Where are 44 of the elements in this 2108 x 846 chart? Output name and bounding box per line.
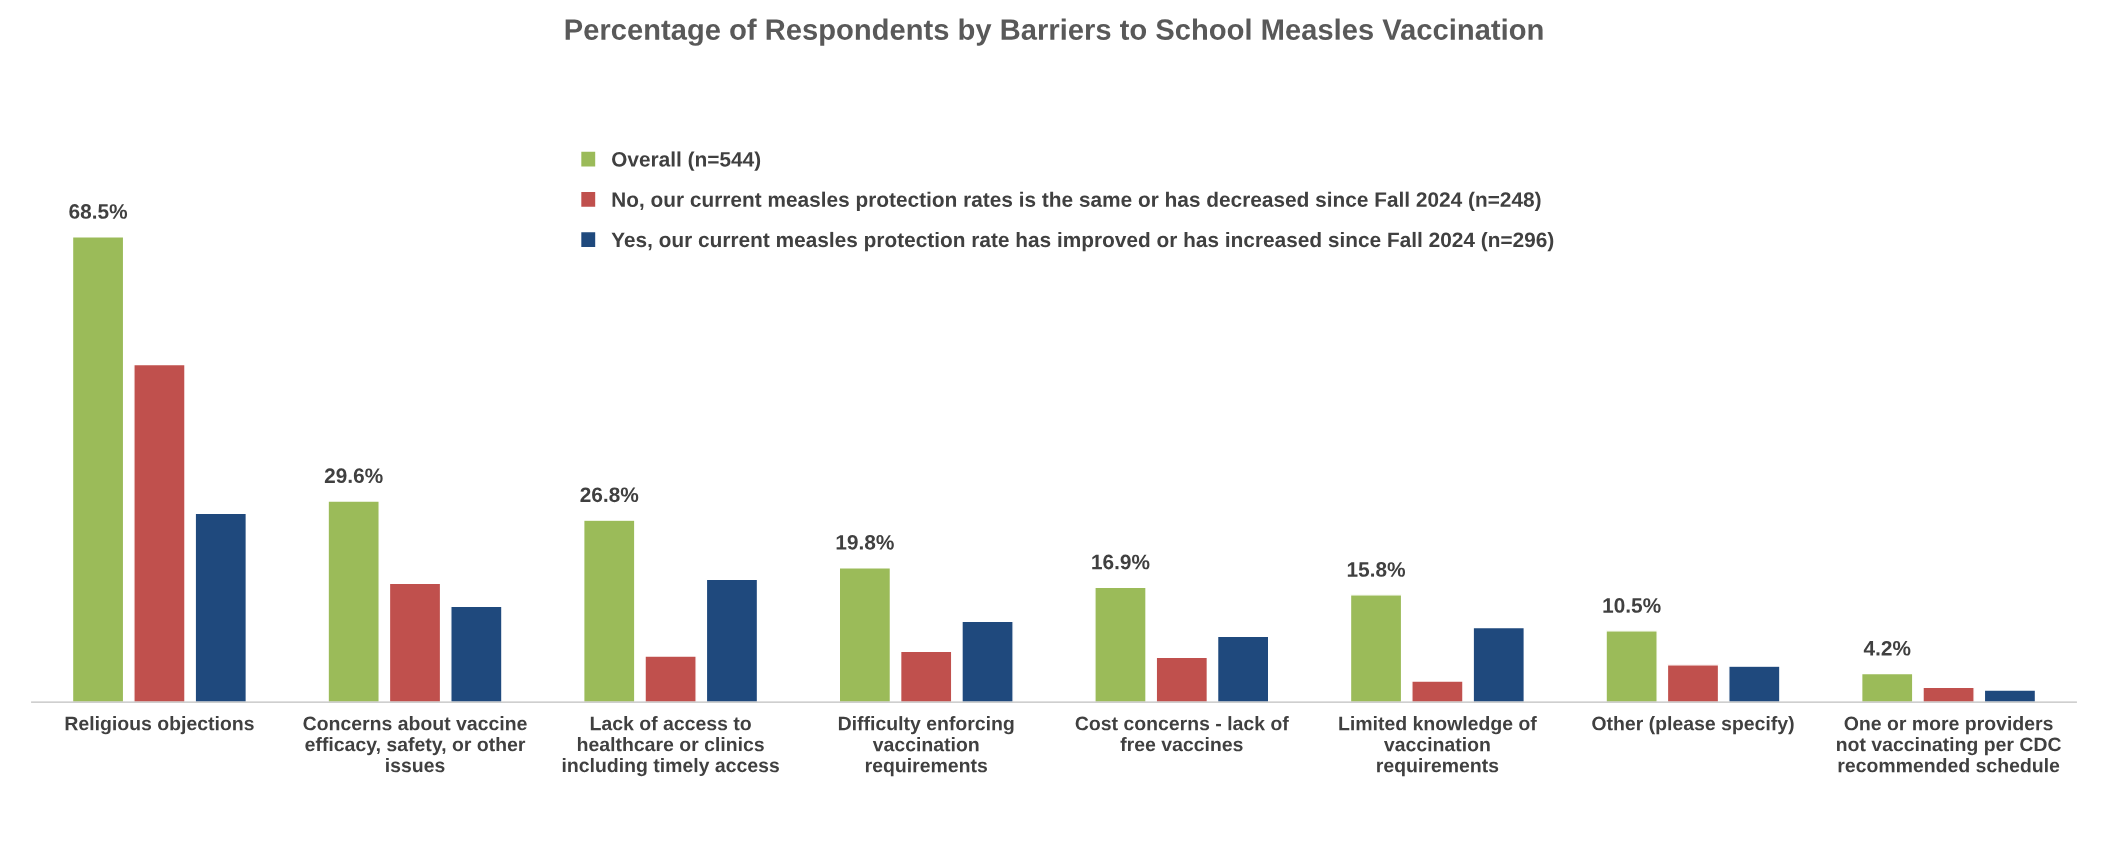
x-tick-label: Limited knowledge of vaccination requirements bbox=[1339, 716, 1537, 777]
legend-label: Overall (n=544) bbox=[612, 151, 761, 171]
x-tick-label: Difficulty enforcing vaccination requirements bbox=[838, 716, 1014, 777]
bar bbox=[327, 500, 380, 703]
bar bbox=[1983, 689, 2037, 703]
bar bbox=[1922, 686, 1975, 703]
chart-title: Percentage of Respondents by Barriers to School Measles Vaccination bbox=[565, 18, 1543, 46]
bar bbox=[1605, 630, 1658, 703]
bar bbox=[1728, 665, 1781, 703]
bar bbox=[71, 236, 125, 703]
bar bbox=[388, 582, 442, 703]
data-label: 29.6% bbox=[324, 468, 383, 484]
bar bbox=[1411, 680, 1464, 703]
x-tick-label: Concerns about vaccine efficacy, safety, or other issues bbox=[303, 716, 527, 773]
x-tick-label: Cost concerns - lack of free vaccines bbox=[1075, 716, 1289, 752]
bar bbox=[1860, 672, 1914, 703]
legend-label: No, our current measles protection rates is the same or has decreased since Fall 2024 (n=248) bbox=[612, 191, 1541, 212]
data-label: 19.8% bbox=[836, 534, 894, 550]
bar bbox=[899, 650, 953, 703]
bar bbox=[705, 578, 759, 703]
bar bbox=[194, 512, 248, 703]
bar bbox=[1666, 664, 1720, 703]
data-label: 15.8% bbox=[1347, 562, 1406, 577]
x-tick-label: Lack of access to healthcare or clinics including timely access bbox=[562, 716, 779, 777]
data-label: 26.8% bbox=[580, 487, 639, 503]
x-tick-label: One or more providers not vaccinating per CDC recommended schedule bbox=[1836, 716, 2061, 773]
data-label: 10.5% bbox=[1603, 598, 1661, 613]
data-label: 16.9% bbox=[1092, 554, 1150, 570]
x-tick-label: Religious objections bbox=[65, 716, 254, 735]
data-label: 4.2% bbox=[1863, 640, 1911, 656]
bar bbox=[1472, 626, 1525, 703]
bar bbox=[133, 363, 186, 703]
bar bbox=[644, 655, 697, 703]
legend-label: Yes, our current measles protection rate has improved or has increased since Fall 2024 (n=296) bbox=[611, 231, 1554, 252]
bar bbox=[1155, 656, 1209, 703]
bar bbox=[838, 566, 892, 703]
data-label: 68.5% bbox=[69, 204, 128, 219]
bar bbox=[583, 519, 636, 703]
x-tick-label: Other (please specify) bbox=[1592, 716, 1794, 735]
bar bbox=[1094, 586, 1147, 703]
bar bbox=[450, 605, 503, 703]
bar bbox=[961, 620, 1014, 703]
bar bbox=[1216, 635, 1270, 703]
bar bbox=[1349, 594, 1403, 703]
